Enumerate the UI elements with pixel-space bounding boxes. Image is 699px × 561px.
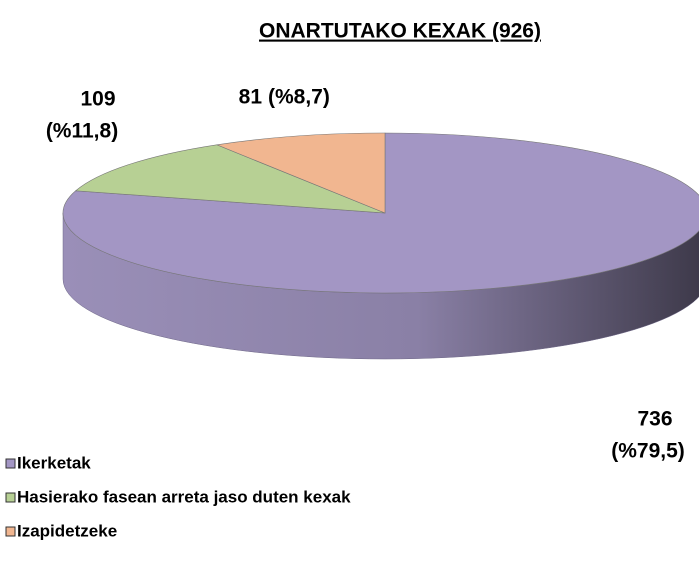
legend-label: Hasierako fasean arreta jaso duten kexak — [17, 487, 351, 506]
data-label: 109 — [80, 88, 115, 111]
data-label: 81 — [239, 86, 263, 109]
slice — [74, 144, 386, 214]
percent-label: (%11,8) — [46, 120, 118, 143]
legend-swatch — [5, 492, 16, 503]
chart-title: ONARTUTAKO KEXAK (926) — [259, 20, 541, 43]
legend-swatch — [5, 526, 16, 537]
data-label: 736 — [637, 408, 672, 431]
legend-label: Izapidetzeke — [17, 521, 117, 540]
legend-swatch — [5, 458, 16, 469]
slice — [215, 132, 386, 214]
percent-label: (%79,5) — [611, 440, 685, 463]
legend-label: Ikerketak — [17, 453, 91, 472]
percent-label: (%8,7) — [268, 86, 330, 109]
